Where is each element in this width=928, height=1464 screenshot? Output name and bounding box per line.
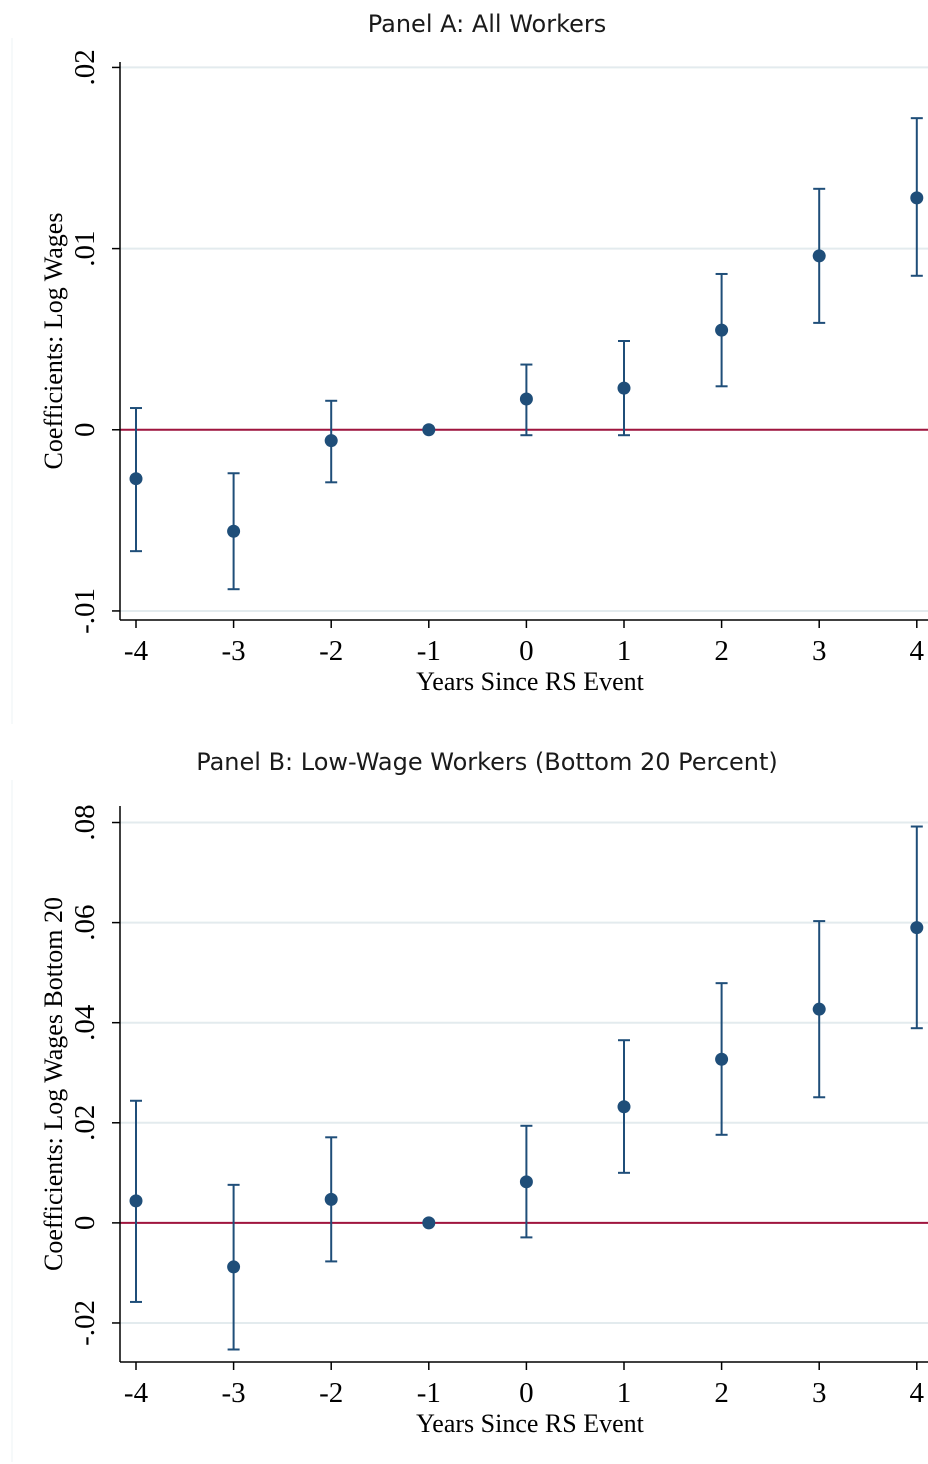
panel-a-x-tick-label: -2 [319, 635, 343, 667]
panel-b-x-tick-label: -1 [417, 1377, 441, 1409]
panel-a-point [812, 249, 826, 263]
panel-a-x-tick-label: 0 [519, 635, 534, 667]
panel-b-y-tick-label: -.02 [69, 1300, 101, 1346]
panel-b-point [519, 1175, 533, 1189]
panel-b-y-tick-label: .02 [69, 1105, 101, 1141]
panel-a-x-axis-title: Years Since RS Event [416, 667, 645, 696]
panel-b-x-tick-label: -2 [319, 1377, 343, 1409]
panel-b-x-tick-label: 0 [519, 1377, 534, 1409]
panel-a-x-tick-label: -3 [222, 635, 246, 667]
panel-a-point [324, 434, 338, 448]
panel-a-y-tick-label: .02 [69, 49, 101, 85]
panel-a-x-tick-label: -4 [124, 635, 149, 667]
panel-a-x-tick-label: 1 [617, 635, 632, 667]
panel-b-point [910, 921, 924, 935]
panel-b-y-tick-label: 0 [69, 1216, 101, 1231]
panel-a-point [715, 323, 729, 337]
panel-a-point [519, 392, 533, 406]
panel-b-point [324, 1192, 338, 1206]
panel-b-x-tick-label: -4 [124, 1377, 149, 1409]
panel-a-y-axis-title: Coefficients: Log Wages [39, 213, 68, 470]
panel-a-y-tick-label: 0 [69, 423, 101, 438]
panel-a-point [227, 524, 241, 538]
panel-b-x-axis-title: Years Since RS Event [416, 1409, 645, 1438]
panel-a-y-tick-label: -.01 [69, 588, 101, 634]
panel-b-y-tick-label: .08 [69, 804, 101, 840]
panel-b-y-tick-label: .06 [69, 904, 101, 940]
panel-a-plot: .02 .01 0 -.01 -4 -3 -2 -1 0 1 2 3 4 Years Since RS E… [11, 38, 928, 724]
panel-b-x-tick-label: 3 [812, 1377, 827, 1409]
panel-a-point [422, 423, 436, 437]
panel-b-point [617, 1100, 631, 1114]
panel-b-point [129, 1194, 143, 1208]
panel-b-point [715, 1052, 729, 1066]
panel-b-point [422, 1216, 436, 1230]
panel-a-x-tick-label: -1 [417, 635, 441, 667]
panel-b-x-tick-label: 2 [714, 1377, 729, 1409]
panel-a-point [129, 472, 143, 486]
panel-b-point [812, 1002, 826, 1016]
panel-b-y-tick-label: .04 [69, 1004, 101, 1041]
panel-b-y-axis-title: Coefficients: Log Wages Bottom 20 [39, 897, 68, 1271]
panel-b-plot: .08 .06 .04 .02 0 -.02 -4 -3 -2 -1 0 1 2 3 4 Years Sinc… [11, 780, 928, 1462]
panel-a-y-tick-label: .01 [69, 230, 101, 266]
panel-b-x-tick-label: 4 [910, 1377, 925, 1409]
panel-b-point [227, 1260, 241, 1274]
panel-a-x-tick-label: 4 [910, 635, 925, 667]
panel-a-point [617, 381, 631, 395]
panel-b-title: Panel B: Low-Wage Workers (Bottom 20 Per… [196, 748, 778, 776]
panel-a-x-tick-label: 3 [812, 635, 827, 667]
panel-a-point [910, 191, 924, 205]
panel-a-x-tick-label: 2 [714, 635, 729, 667]
panel-a-title: Panel A: All Workers [367, 10, 607, 38]
panel-b-x-tick-label: 1 [617, 1377, 632, 1409]
panel-b-x-tick-label: -3 [222, 1377, 246, 1409]
